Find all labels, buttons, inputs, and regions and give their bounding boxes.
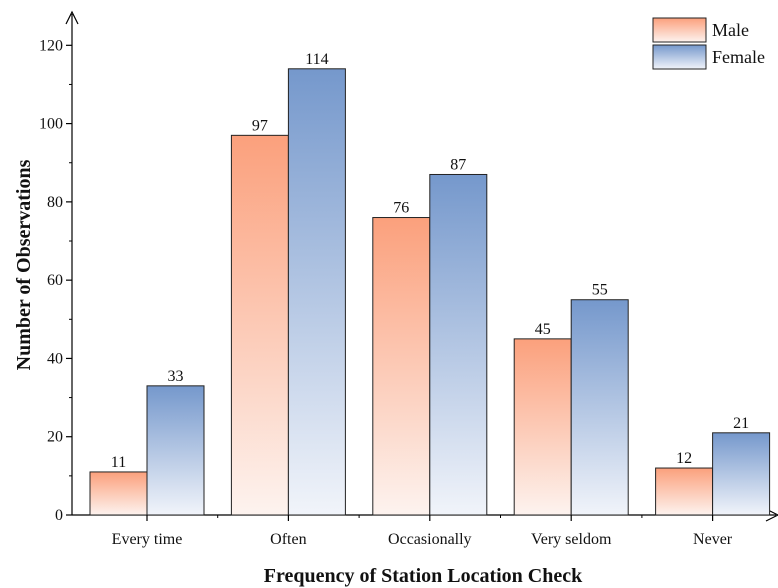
data-label: 21	[733, 415, 749, 432]
bar-female-often	[287, 68, 346, 516]
bar-male-never	[655, 467, 714, 516]
data-label: 97	[252, 117, 268, 134]
legend-label-female: Female	[712, 47, 765, 67]
x-ticks: Every time Often Occasionally Very seldom Ne…	[112, 515, 733, 548]
bar-female-very-seldom	[570, 299, 629, 516]
data-label: 33	[168, 368, 184, 385]
bar-female-every-time	[146, 385, 205, 516]
y-tick-label: 100	[39, 116, 63, 133]
y-tick-label: 0	[55, 507, 63, 524]
x-tick-label: Often	[270, 531, 306, 548]
bar-male-very-seldom	[513, 338, 572, 516]
y-tick-label: 40	[47, 350, 63, 367]
legend-swatch-female	[652, 44, 707, 70]
data-label: 45	[535, 321, 551, 338]
y-ticks: 0 20 40 60 80 100 120	[39, 37, 72, 524]
legend: Male Female	[652, 17, 765, 70]
x-tick-label: Every time	[112, 531, 183, 548]
bar-male-every-time	[89, 471, 148, 516]
data-label: 11	[111, 454, 126, 471]
data-label: 55	[592, 282, 608, 299]
legend-label-male: Male	[712, 20, 749, 40]
bar-female-occasionally	[429, 173, 488, 516]
data-label: 114	[305, 51, 328, 68]
legend-swatch-male	[652, 17, 707, 43]
bar-male-occasionally	[372, 217, 431, 516]
bar-female-never	[712, 432, 771, 516]
x-tick-label: Never	[693, 531, 733, 548]
y-tick-label: 60	[47, 272, 63, 289]
x-tick-label: Occasionally	[388, 531, 472, 548]
data-label: 12	[676, 450, 692, 467]
y-tick-label: 120	[39, 37, 63, 54]
bar-male-often	[230, 134, 289, 516]
y-axis-title: Number of Observations	[13, 159, 35, 370]
y-tick-label: 80	[47, 194, 63, 211]
bars: 11 33 97 114 76 87 45 55 12 21	[89, 51, 771, 516]
y-tick-label: 20	[47, 429, 63, 446]
x-axis-title: Frequency of Station Location Check	[264, 565, 583, 587]
x-tick-label: Very seldom	[531, 531, 612, 548]
data-label: 76	[393, 200, 409, 217]
y-axis-arrow	[65, 10, 79, 25]
data-label: 87	[450, 156, 466, 173]
